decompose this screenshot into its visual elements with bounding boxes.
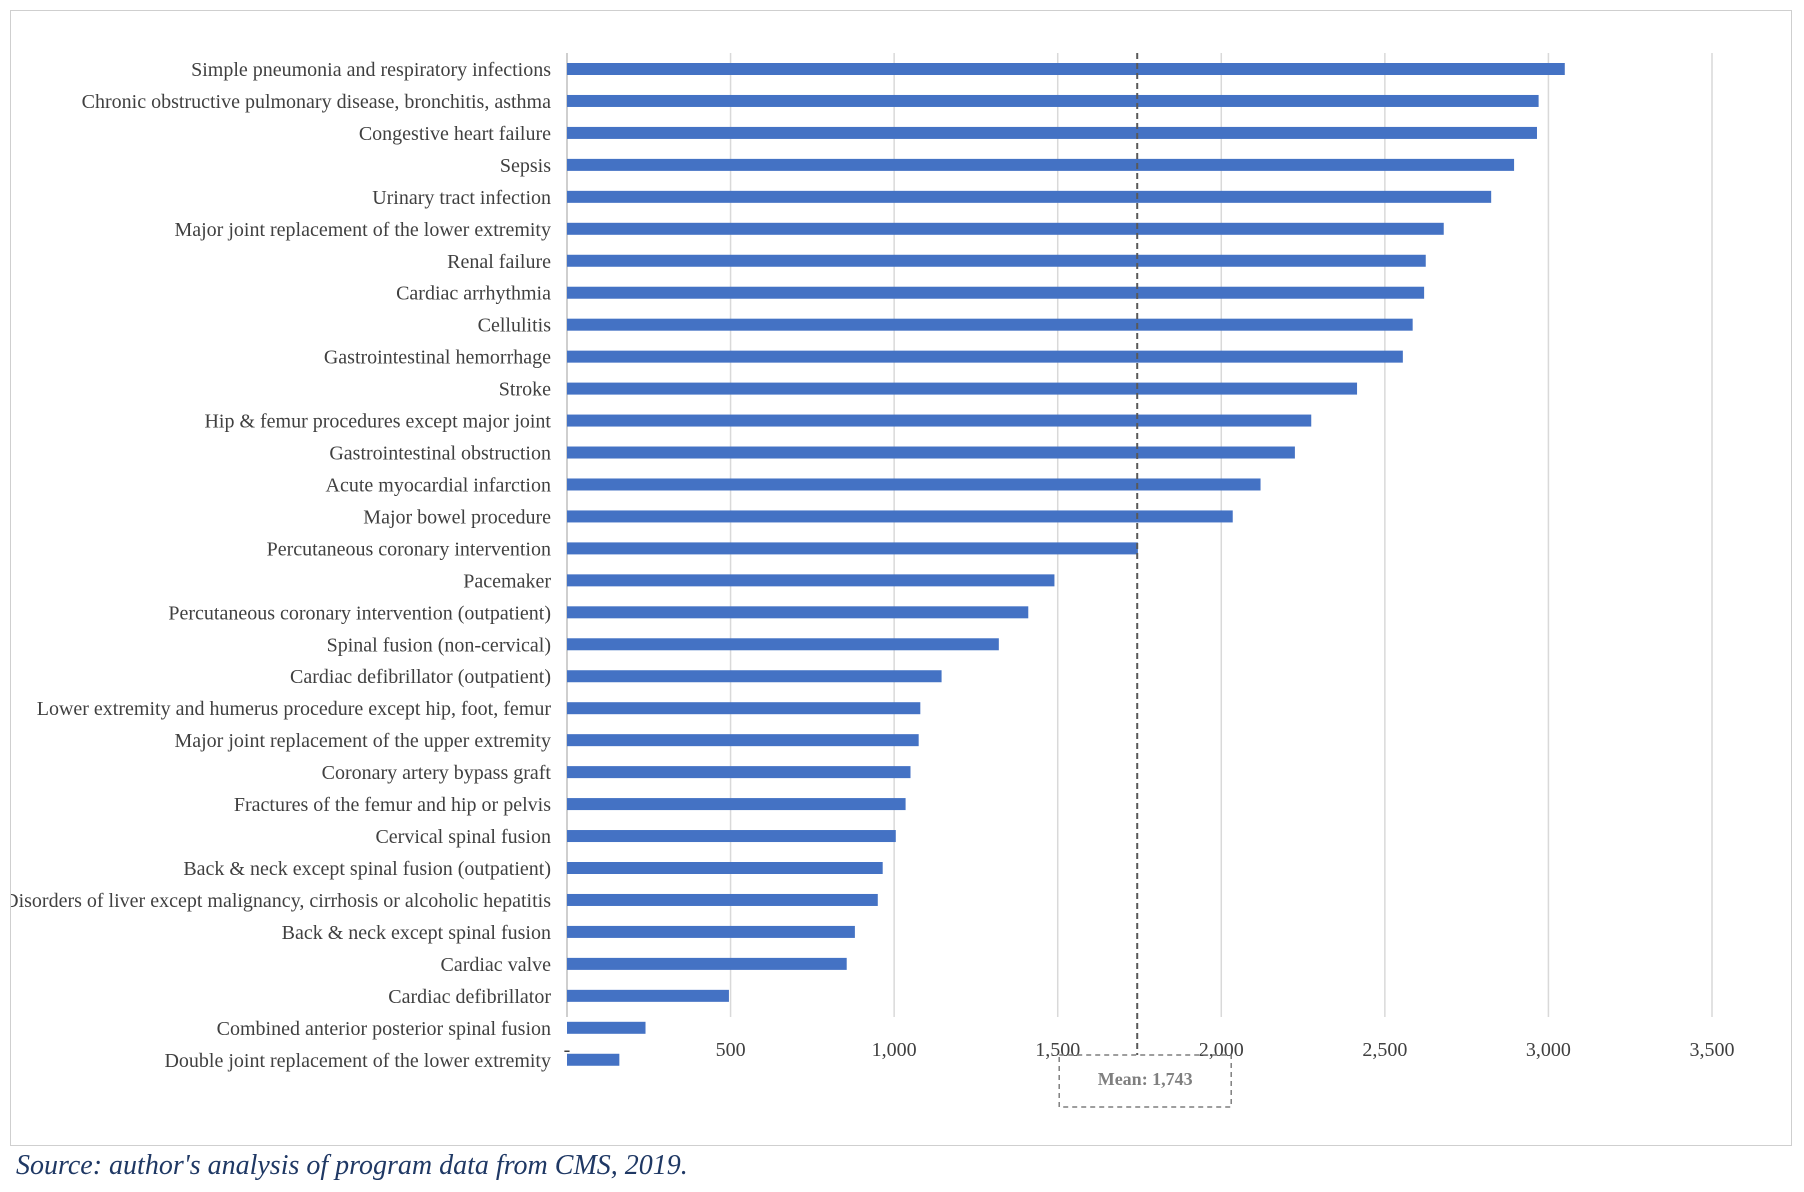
mean-label-box xyxy=(1058,1054,1232,1108)
bars xyxy=(567,63,1565,1066)
category-label: Cervical spinal fusion xyxy=(375,826,551,848)
category-label: Congestive heart failure xyxy=(359,123,551,145)
bar xyxy=(567,1053,620,1066)
x-tick-label: 1,500 xyxy=(1035,1039,1080,1061)
bar xyxy=(567,574,1055,587)
category-label: Chronic obstructive pulmonary disease, b… xyxy=(82,91,551,113)
category-label: Cardiac arrhythmia xyxy=(396,283,551,305)
bar xyxy=(567,478,1261,491)
category-label: Spinal fusion (non-cervical) xyxy=(327,634,551,656)
category-label: Sepsis xyxy=(500,155,551,177)
bar-chart: Simple pneumonia and respiratory infecti… xyxy=(11,53,1735,1108)
category-label: Lower extremity and humerus procedure ex… xyxy=(37,698,552,720)
source-note: Source: author's analysis of program dat… xyxy=(16,1150,688,1181)
bar xyxy=(567,830,896,843)
bar xyxy=(567,542,1138,555)
category-label: Cellulitis xyxy=(478,315,552,337)
category-label: Simple pneumonia and respiratory infecti… xyxy=(191,59,551,81)
category-label: Back & neck except spinal fusion (outpat… xyxy=(183,858,551,880)
bar xyxy=(567,670,942,683)
chart-frame: Simple pneumonia and respiratory infecti… xyxy=(10,10,1792,1146)
category-label: Urinary tract infection xyxy=(372,187,551,209)
category-label: Acute myocardial infarction xyxy=(326,474,551,496)
category-label: Cardiac defibrillator xyxy=(388,986,551,1008)
category-label: Cardiac valve xyxy=(441,954,552,976)
x-tick-label: 2,500 xyxy=(1362,1039,1407,1061)
bar xyxy=(567,766,911,779)
bar xyxy=(567,606,1029,619)
x-tick-label: 3,000 xyxy=(1526,1039,1571,1061)
x-tick-label: 3,500 xyxy=(1690,1039,1735,1061)
category-label: Combined anterior posterior spinal fusio… xyxy=(217,1018,551,1040)
gridlines xyxy=(566,53,1713,1017)
x-tick-label: 500 xyxy=(716,1039,746,1061)
bar xyxy=(567,638,999,651)
bar xyxy=(567,382,1358,395)
x-tick-label: 1,000 xyxy=(872,1039,917,1061)
category-label: Major bowel procedure xyxy=(363,506,551,528)
bar xyxy=(567,734,919,747)
x-tick-label: 2,000 xyxy=(1199,1039,1244,1061)
category-label: Gastrointestinal hemorrhage xyxy=(324,347,551,369)
category-label: Double joint replacement of the lower ex… xyxy=(164,1050,551,1072)
bar xyxy=(567,318,1413,331)
category-label: Gastrointestinal obstruction xyxy=(329,443,551,465)
bar xyxy=(567,63,1565,75)
bar xyxy=(567,862,883,874)
bar xyxy=(567,190,1492,203)
mean-annotation: Mean: 1,743 xyxy=(1058,53,1232,1108)
bar xyxy=(567,798,906,811)
category-label: Back & neck except spinal fusion xyxy=(282,922,551,944)
bar xyxy=(567,989,729,1002)
category-label: Hip & femur procedures except major join… xyxy=(204,411,551,433)
category-label: Disorders of liver except malignancy, ci… xyxy=(11,890,551,912)
category-label: Percutaneous coronary intervention xyxy=(267,538,551,560)
mean-label: Mean: 1,743 xyxy=(1098,1069,1193,1089)
bar xyxy=(567,510,1233,523)
bar xyxy=(567,286,1425,299)
bar xyxy=(567,702,921,715)
bar xyxy=(567,94,1539,107)
category-label: Renal failure xyxy=(447,251,551,273)
bar xyxy=(567,957,847,970)
category-label: Percutaneous coronary intervention (outp… xyxy=(168,602,551,624)
category-label: Fractures of the femur and hip or pelvis xyxy=(234,794,551,816)
bar xyxy=(567,893,878,906)
category-label: Stroke xyxy=(499,379,551,401)
bar xyxy=(567,126,1537,139)
bar xyxy=(567,446,1295,459)
bar xyxy=(567,350,1403,363)
bar xyxy=(567,414,1312,427)
category-label: Cardiac defibrillator (outpatient) xyxy=(290,666,551,688)
bar xyxy=(567,222,1444,235)
bar xyxy=(567,254,1426,267)
category-labels: Simple pneumonia and respiratory infecti… xyxy=(11,59,551,1072)
bar xyxy=(567,925,855,938)
category-label: Pacemaker xyxy=(463,570,551,592)
category-label: Major joint replacement of the upper ext… xyxy=(174,730,551,752)
category-label: Coronary artery bypass graft xyxy=(322,762,552,784)
x-axis-tick-labels: - 500 1,000 1,500 2,000 2,500 3,000 3,500 xyxy=(564,1039,1735,1061)
category-label: Major joint replacement of the lower ext… xyxy=(174,219,551,241)
bar xyxy=(567,158,1515,171)
bar xyxy=(567,1021,646,1034)
x-tick-label: - xyxy=(564,1039,571,1061)
